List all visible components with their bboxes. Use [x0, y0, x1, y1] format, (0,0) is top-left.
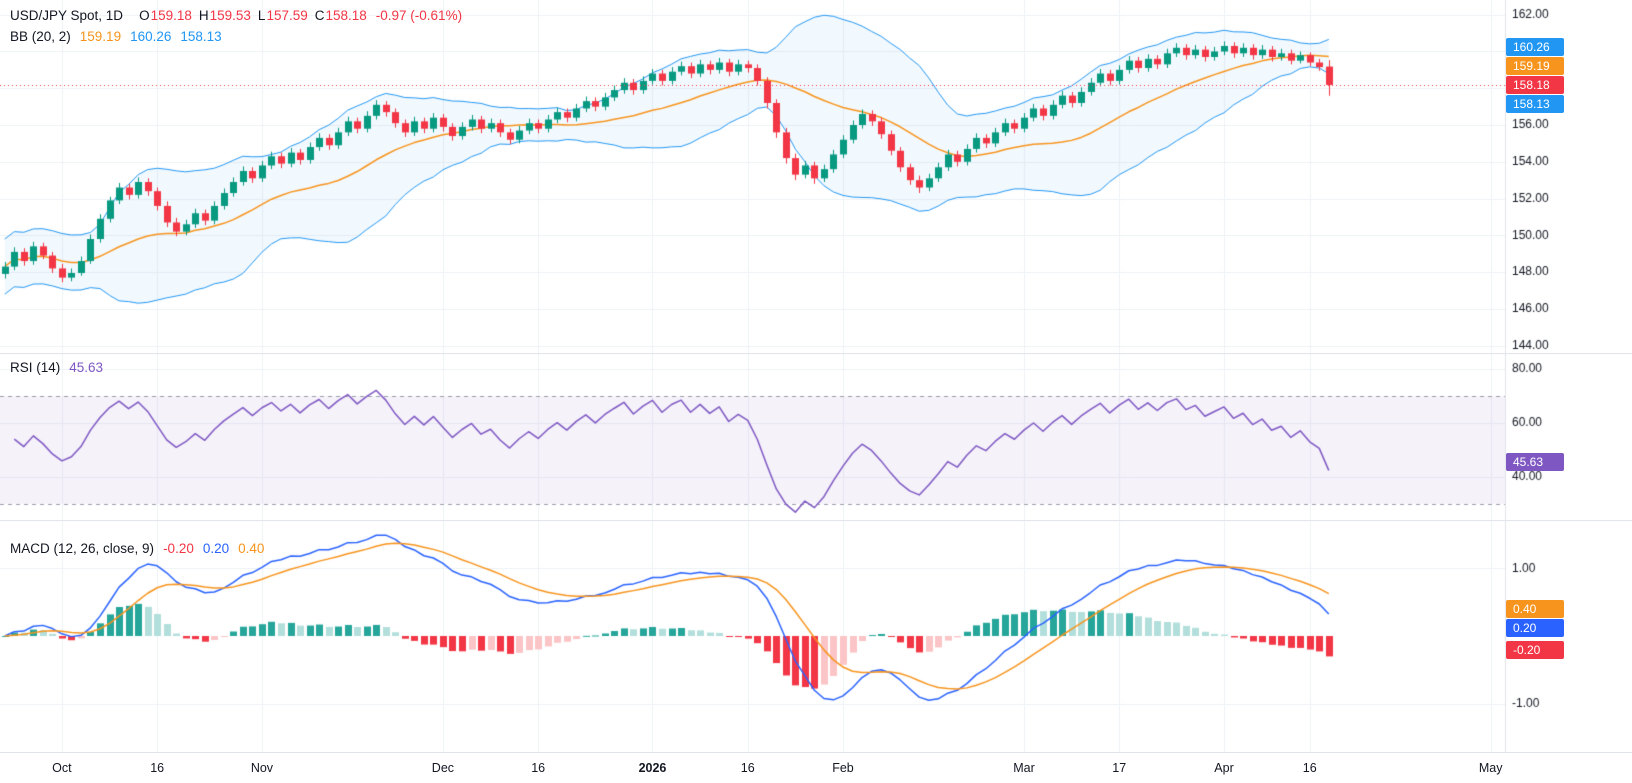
bb-upper-value: 160.26 [130, 29, 172, 44]
bb-indicator-row: BB (20, 2) 159.19 160.26 158.13 [10, 29, 462, 44]
time-axis-label: 2026 [638, 761, 667, 775]
axis-value-badge: 0.20 [1506, 619, 1564, 637]
rsi-value: 45.63 [69, 360, 104, 375]
bb-basis-value: 159.19 [79, 29, 122, 44]
symbol-title[interactable]: USD/JPY Spot, 1D [10, 8, 124, 23]
macd-line-value: 0.20 [202, 541, 230, 556]
open-label: O [139, 8, 150, 23]
high-value: 159.53 [209, 8, 251, 23]
bb-indicator-label[interactable]: BB (20, 2) [10, 29, 71, 44]
macd-signal-value: 0.40 [238, 541, 265, 556]
change-value: -0.97 (-0.61%) [375, 8, 463, 23]
high-label: H [198, 8, 209, 23]
time-axis-label: Feb [832, 761, 854, 775]
time-axis[interactable]: Oct 16 Nov Dec 16 2026 16 Feb Mar 17 Apr 16 May [0, 752, 1632, 783]
price-panel: USD/JPY Spot, 1D O 159.18 H 159.53 L 157… [0, 0, 1632, 353]
price-panel-legend: USD/JPY Spot, 1D O 159.18 H 159.53 L 157… [10, 8, 462, 50]
rsi-indicator-label[interactable]: RSI (14) [10, 360, 61, 375]
close-value: 158.18 [325, 8, 367, 23]
bb-lower-value: 158.13 [180, 29, 222, 44]
time-axis-label: Apr [1214, 761, 1234, 775]
macd-indicator-label[interactable]: MACD (12, 26, close, 9) [10, 541, 155, 556]
time-axis-label: 16 [531, 761, 546, 775]
low-label: L [257, 8, 266, 23]
time-axis-label: Mar [1013, 761, 1035, 775]
rsi-indicator-row: RSI (14) 45.63 [10, 360, 103, 375]
time-axis-label: 16 [150, 761, 165, 775]
rsi-chart-canvas[interactable] [0, 353, 1632, 520]
time-axis-label: 16 [1302, 761, 1317, 775]
macd-panel: MACD (12, 26, close, 9) -0.20 0.20 0.40 … [0, 520, 1632, 752]
time-axis-label: Oct [52, 761, 72, 775]
time-axis-label: 16 [740, 761, 755, 775]
macd-hist-value: -0.20 [163, 541, 194, 556]
rsi-panel: RSI (14) 45.63 45.63 [0, 353, 1632, 520]
macd-indicator-row: MACD (12, 26, close, 9) -0.20 0.20 0.40 [10, 541, 264, 556]
close-label: C [314, 8, 325, 23]
symbol-ohlc-row: USD/JPY Spot, 1D O 159.18 H 159.53 L 157… [10, 8, 462, 23]
axis-value-badge: 158.13 [1506, 95, 1564, 113]
axis-value-badge: 160.26 [1506, 38, 1564, 56]
macd-panel-legend: MACD (12, 26, close, 9) -0.20 0.20 0.40 [10, 541, 264, 562]
time-axis-label: Dec [431, 761, 455, 775]
price-chart-canvas[interactable] [0, 0, 1632, 353]
axis-value-badge: 0.40 [1506, 600, 1564, 618]
axis-value-badge: 159.19 [1506, 57, 1564, 75]
time-axis-label: 17 [1112, 761, 1127, 775]
open-value: 159.18 [150, 8, 192, 23]
time-axis-label: May [1478, 761, 1503, 775]
rsi-panel-legend: RSI (14) 45.63 [10, 360, 103, 381]
axis-value-badge: -0.20 [1506, 641, 1564, 659]
axis-value-badge: 158.18 [1506, 76, 1564, 94]
macd-chart-canvas[interactable] [0, 520, 1632, 752]
time-axis-label: Nov [250, 761, 274, 775]
axis-value-badge: 45.63 [1506, 453, 1564, 471]
low-value: 157.59 [266, 8, 308, 23]
